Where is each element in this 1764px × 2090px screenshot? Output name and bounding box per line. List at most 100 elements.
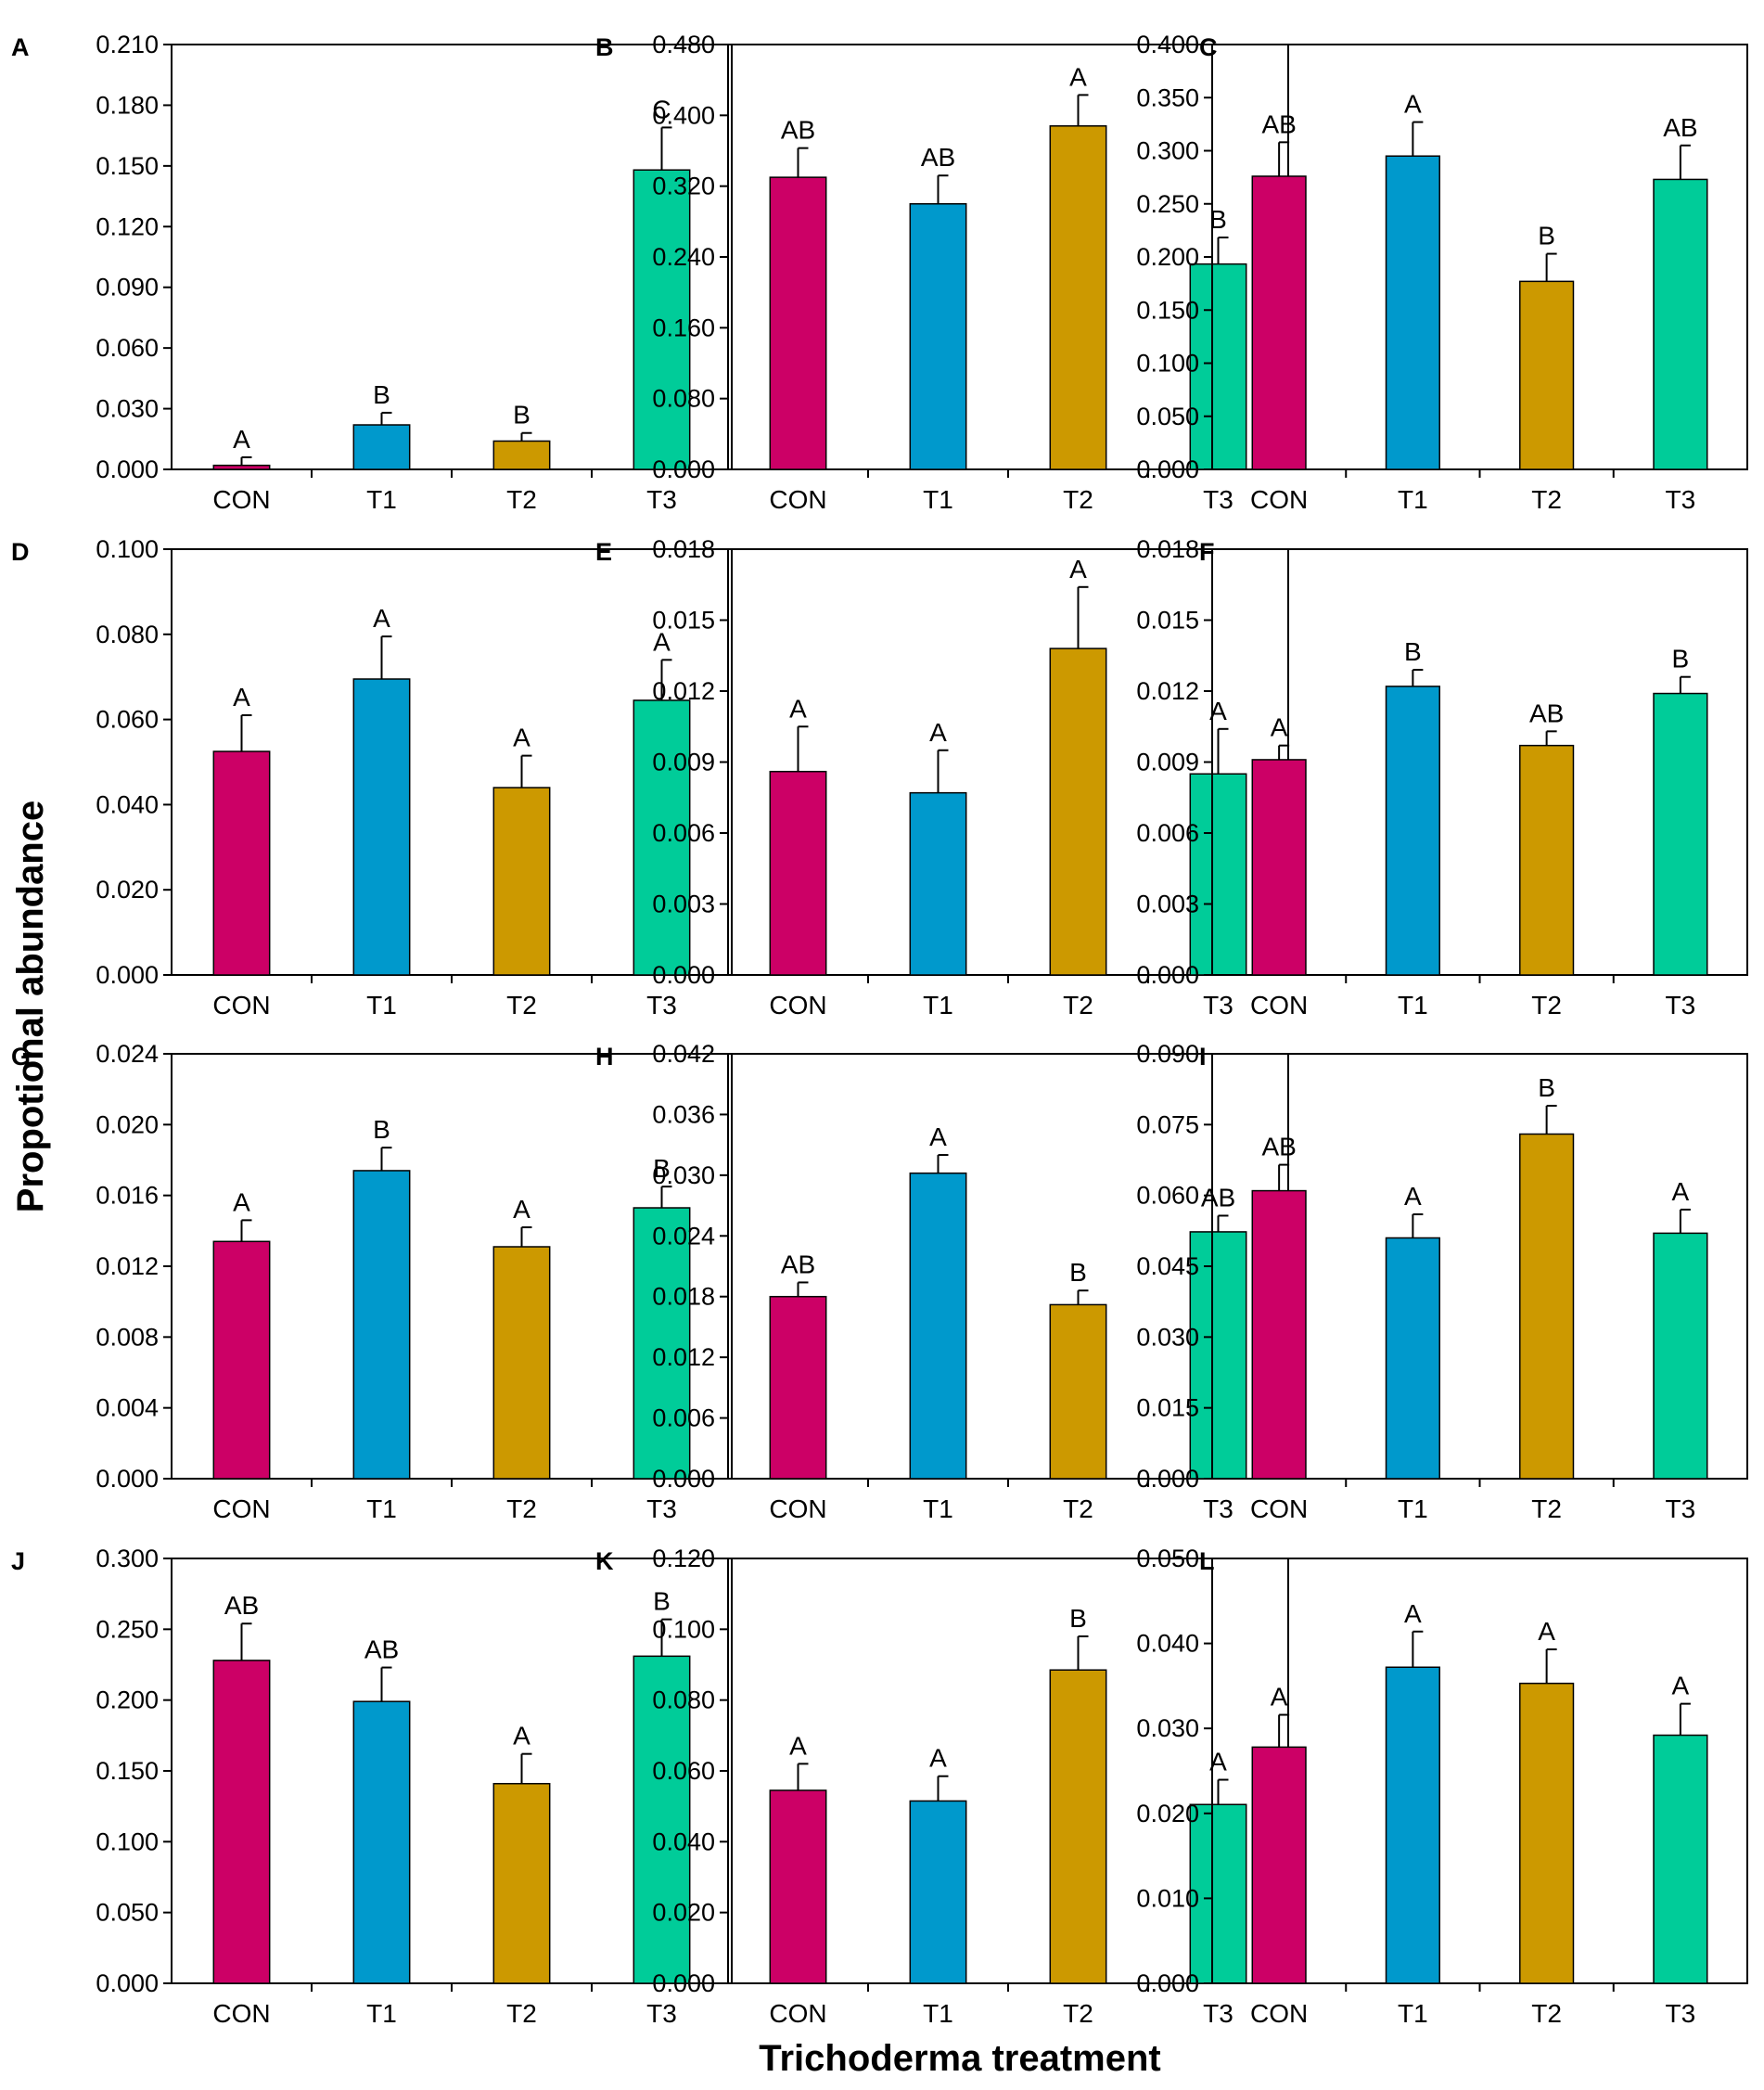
y-tick-label: 0.000 — [1136, 455, 1199, 483]
panel-A: A 0.000 0.030 0.060 0.090 0.120 0.150 0.180 0.21… — [11, 31, 733, 514]
significance-letter: B — [1209, 205, 1227, 234]
y-tick-label: 0.080 — [652, 1686, 715, 1714]
significance-letter: A — [789, 694, 807, 723]
bar-t1 — [909, 1800, 967, 1984]
bar-t1 — [1385, 1237, 1440, 1480]
significance-letter: AB — [921, 143, 955, 172]
y-tick-label: 0.050 — [96, 1899, 159, 1927]
bar-t2 — [492, 787, 551, 976]
significance-letter: B — [373, 1115, 390, 1144]
y-tick-label: 0.000 — [96, 455, 159, 483]
y-tick-label: 0.300 — [96, 1545, 159, 1572]
significance-letter: A — [1404, 1599, 1422, 1628]
significance-letter: A — [1069, 62, 1087, 91]
significance-letter: AB — [364, 1635, 399, 1664]
significance-letter: A — [1069, 555, 1087, 583]
significance-letter: A — [1271, 1683, 1288, 1712]
x-category-label: T2 — [1063, 1999, 1093, 2028]
bar-t1 — [909, 791, 967, 976]
panel-F: F 0.000 0.003 0.006 0.009 0.012 0.015 0.018 A CON… — [1136, 535, 1748, 1019]
y-tick-label: 0.150 — [1136, 296, 1199, 324]
panel-letter: B — [595, 33, 614, 61]
y-tick-label: 0.240 — [652, 243, 715, 271]
significance-letter: A — [513, 1195, 530, 1224]
y-tick-label: 0.210 — [96, 31, 159, 58]
y-tick-label: 0.012 — [1136, 677, 1199, 705]
y-tick-label: 0.080 — [96, 621, 159, 648]
y-tick-label: 0.400 — [1136, 31, 1199, 58]
y-tick-label: 0.030 — [1136, 1323, 1199, 1351]
y-tick-label: 0.020 — [96, 1110, 159, 1138]
bar-t1 — [1385, 1666, 1440, 1984]
x-category-label: T1 — [366, 1999, 397, 2028]
significance-letter: AB — [1261, 1133, 1296, 1161]
x-category-label: T2 — [1531, 1999, 1562, 2028]
panel-D: D 0.000 0.020 0.040 0.060 0.080 0.100 A CON A T1 A T… — [11, 535, 733, 1019]
y-tick-label: 0.010 — [1136, 1884, 1199, 1912]
bar-t1 — [352, 678, 411, 976]
significance-letter: AB — [1663, 113, 1697, 142]
y-tick-label: 0.003 — [652, 891, 715, 918]
y-tick-label: 0.160 — [652, 314, 715, 341]
significance-letter: A — [513, 1722, 530, 1750]
bar-t2 — [1049, 125, 1107, 470]
y-tick-label: 0.480 — [652, 31, 715, 58]
y-tick-label: 0.000 — [652, 1465, 715, 1493]
panel-letter: L — [1199, 1547, 1215, 1575]
x-category-label: T2 — [506, 485, 537, 514]
y-tick-label: 0.016 — [96, 1182, 159, 1210]
y-tick-label: 0.100 — [96, 535, 159, 563]
significance-letter: A — [1404, 1182, 1422, 1211]
y-tick-label: 0.036 — [652, 1100, 715, 1128]
chart-panels: A 0.000 0.030 0.060 0.090 0.120 0.150 0.180 0.21… — [11, 31, 1748, 2028]
bar-con — [1251, 1189, 1307, 1480]
panel-letter: K — [595, 1547, 614, 1575]
significance-letter: B — [1538, 1073, 1555, 1102]
x-category-label: CON — [212, 1999, 270, 2028]
y-tick-label: 0.030 — [652, 1161, 715, 1189]
panel-letter: J — [11, 1547, 25, 1575]
bar-con — [212, 464, 271, 470]
y-tick-label: 0.090 — [1136, 1040, 1199, 1068]
significance-letter: A — [233, 1187, 250, 1216]
y-tick-label: 0.060 — [1136, 1182, 1199, 1210]
x-category-label: T2 — [1531, 991, 1562, 1019]
panel-letter: F — [1199, 538, 1215, 566]
y-tick-label: 0.006 — [652, 1404, 715, 1432]
x-category-label: T1 — [1398, 1999, 1428, 2028]
y-tick-label: 0.180 — [96, 91, 159, 119]
bar-t1 — [1385, 686, 1440, 976]
bar-t3 — [633, 699, 691, 976]
bar-t3 — [1189, 263, 1247, 470]
bar-con — [769, 1789, 827, 1984]
y-tick-label: 0.100 — [96, 1827, 159, 1855]
x-category-label: CON — [212, 1494, 270, 1523]
y-tick-label: 0.000 — [96, 1969, 159, 1997]
panel-letter: I — [1199, 1043, 1207, 1071]
y-tick-label: 0.012 — [96, 1252, 159, 1280]
x-category-label: T3 — [1666, 485, 1696, 514]
x-category-label: T2 — [1063, 485, 1093, 514]
x-category-label: T3 — [1666, 1494, 1696, 1523]
bar-con — [769, 770, 827, 976]
x-category-label: T1 — [366, 991, 397, 1019]
y-tick-label: 0.006 — [652, 819, 715, 847]
y-tick-label: 0.040 — [652, 1827, 715, 1855]
y-tick-label: 0.018 — [652, 535, 715, 563]
panel-G: G 0.000 0.004 0.008 0.012 0.016 0.020 0.024 A CON… — [11, 1040, 733, 1523]
bar-t1 — [352, 1170, 411, 1480]
x-category-label: T1 — [923, 1999, 953, 2028]
bar-t2 — [492, 1782, 551, 1984]
y-tick-label: 0.075 — [1136, 1110, 1199, 1138]
bar-t3 — [1653, 1232, 1708, 1480]
y-tick-label: 0.100 — [652, 1615, 715, 1643]
x-category-label: CON — [212, 485, 270, 514]
y-tick-label: 0.000 — [1136, 961, 1199, 989]
y-tick-label: 0.030 — [96, 395, 159, 423]
y-tick-label: 0.015 — [652, 607, 715, 635]
significance-letter: AB — [224, 1591, 259, 1620]
significance-letter: A — [1404, 90, 1422, 119]
x-category-label: T1 — [366, 1494, 397, 1523]
x-category-label: CON — [769, 1999, 826, 2028]
y-tick-label: 0.030 — [1136, 1714, 1199, 1742]
